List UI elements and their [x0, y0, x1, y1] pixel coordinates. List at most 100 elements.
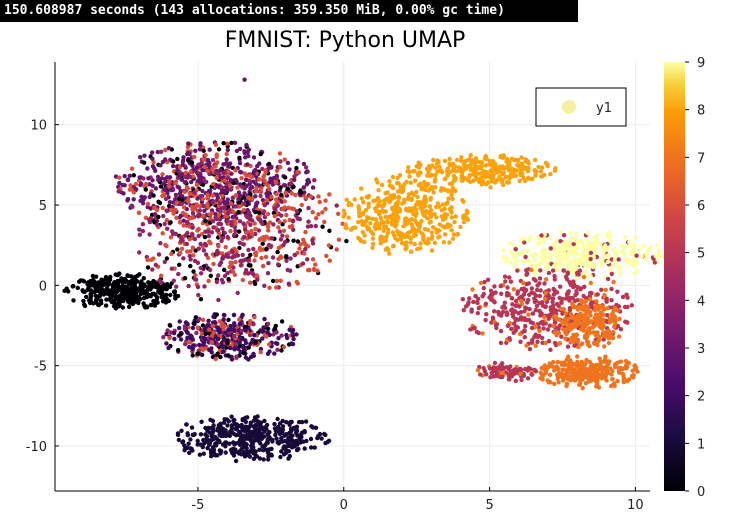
data-point — [166, 345, 171, 351]
data-point — [198, 143, 203, 148]
data-point — [376, 188, 381, 193]
data-point — [168, 323, 173, 328]
data-point — [526, 312, 531, 317]
data-point — [262, 418, 267, 424]
data-point — [237, 245, 242, 251]
data-point — [381, 220, 386, 225]
data-point — [533, 252, 539, 257]
data-point — [278, 159, 283, 164]
data-point — [231, 312, 237, 318]
data-point — [453, 188, 458, 193]
data-point — [252, 333, 257, 338]
data-point — [584, 335, 589, 340]
data-point — [197, 452, 203, 457]
data-point — [197, 208, 203, 213]
data-point — [294, 279, 299, 285]
data-point — [253, 231, 258, 237]
data-point — [246, 345, 251, 350]
data-point — [202, 284, 207, 289]
data-point — [202, 241, 208, 247]
data-point — [242, 429, 248, 434]
data-point — [508, 260, 513, 265]
data-point — [215, 342, 221, 347]
data-point — [66, 289, 71, 294]
data-point — [412, 205, 417, 210]
data-point — [560, 367, 565, 372]
data-point — [252, 251, 258, 256]
data-point — [426, 236, 431, 242]
data-point — [230, 250, 235, 255]
data-point — [188, 249, 193, 254]
data-point — [411, 211, 416, 217]
data-point — [583, 360, 588, 366]
data-point — [153, 186, 159, 191]
data-point — [480, 331, 485, 336]
data-point — [161, 213, 166, 219]
data-point — [269, 165, 274, 170]
data-point — [190, 353, 195, 358]
data-point — [125, 273, 130, 278]
data-point — [201, 335, 207, 341]
data-point — [233, 341, 238, 347]
data-point — [605, 259, 610, 265]
data-point — [117, 180, 122, 186]
data-point — [577, 382, 583, 387]
data-point — [273, 323, 278, 329]
data-point — [574, 332, 579, 337]
data-point — [565, 324, 571, 330]
data-point — [588, 296, 593, 302]
data-point — [522, 240, 527, 245]
data-point — [363, 207, 369, 213]
data-point — [241, 207, 247, 213]
data-point — [184, 219, 190, 225]
data-point — [192, 321, 197, 326]
data-point — [588, 302, 593, 307]
data-point — [252, 221, 257, 226]
data-point — [173, 296, 178, 301]
data-point — [267, 430, 272, 435]
data-point — [594, 240, 599, 245]
data-point — [501, 154, 507, 159]
data-point — [552, 288, 557, 293]
data-point — [645, 249, 651, 254]
data-point — [513, 173, 519, 178]
data-point — [359, 186, 364, 191]
data-point — [609, 334, 614, 339]
data-point — [274, 285, 279, 290]
data-point — [381, 203, 386, 208]
data-point — [365, 215, 370, 220]
data-point — [435, 201, 441, 206]
data-point — [265, 222, 270, 227]
data-point — [308, 194, 313, 199]
data-point — [611, 279, 616, 285]
data-point — [193, 272, 198, 278]
data-point — [209, 454, 214, 459]
data-point — [187, 344, 192, 350]
data-point — [448, 208, 454, 214]
data-point — [175, 247, 180, 252]
data-point — [372, 224, 377, 229]
data-point — [628, 252, 633, 257]
data-point — [611, 313, 616, 318]
data-point — [190, 325, 196, 331]
data-point — [433, 185, 438, 190]
data-point — [284, 258, 289, 263]
data-point — [627, 239, 632, 245]
data-point — [180, 238, 185, 243]
data-point — [584, 315, 590, 321]
colorbar-tick-label: 4 — [697, 294, 705, 309]
data-point — [413, 232, 418, 238]
colorbar-tick-label: 2 — [697, 390, 705, 405]
data-point — [485, 277, 491, 282]
data-point — [199, 232, 205, 237]
data-point — [131, 285, 136, 291]
data-point — [130, 204, 135, 209]
data-point — [267, 285, 272, 290]
data-point — [125, 198, 130, 203]
data-point — [236, 210, 241, 215]
data-point — [131, 190, 136, 195]
data-point — [530, 340, 535, 345]
data-point — [536, 261, 541, 266]
data-point — [290, 223, 295, 229]
data-point — [488, 185, 493, 190]
